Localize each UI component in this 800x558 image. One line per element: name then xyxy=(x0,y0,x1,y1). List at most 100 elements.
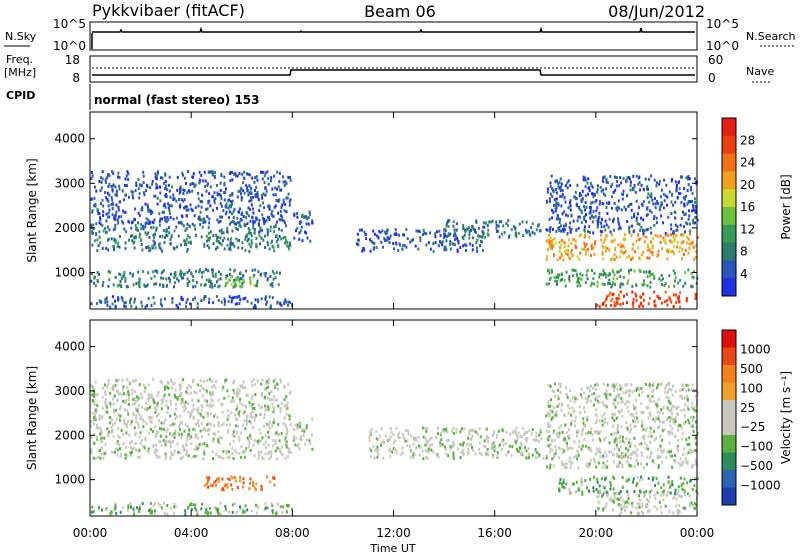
power-scatter-cell xyxy=(599,229,602,233)
power-scatter-cell xyxy=(477,226,480,230)
velocity-scatter-cell xyxy=(289,423,292,426)
velocity-scatter-cell xyxy=(106,431,109,435)
power-scatter-cell xyxy=(251,268,254,272)
power-scatter-cell xyxy=(570,251,573,255)
power-scatter-cell xyxy=(560,182,563,186)
power-scatter-cell xyxy=(632,243,635,246)
power-scatter-cell xyxy=(210,268,213,272)
power-scatter-cell xyxy=(616,208,619,212)
power-scatter-cell xyxy=(217,298,220,302)
velocity-scatter-cell xyxy=(571,406,574,410)
power-scatter-cell xyxy=(682,284,685,288)
power-colorbar-tick: 16 xyxy=(740,200,755,214)
power-scatter-cell xyxy=(151,244,154,248)
velocity-scatter-cell xyxy=(406,439,409,443)
velocity-scatter-cell xyxy=(229,423,232,427)
power-scatter-cell xyxy=(169,238,172,242)
velocity-scatter-cell xyxy=(195,391,198,395)
power-scatter-cell xyxy=(194,183,197,187)
velocity-scatter-cell xyxy=(173,432,176,435)
velocity-scatter-cell xyxy=(586,386,589,390)
power-scatter-cell xyxy=(660,214,663,218)
power-scatter-cell xyxy=(570,248,573,252)
power-scatter-cell xyxy=(111,198,114,202)
velocity-scatter-cell xyxy=(657,464,660,468)
power-scatter-cell xyxy=(266,233,269,237)
velocity-scatter-cell xyxy=(301,428,304,432)
velocity-scatter-cell xyxy=(571,396,574,400)
power-scatter-cell xyxy=(96,208,99,212)
power-scatter-cell xyxy=(242,278,245,282)
power-scatter-cell xyxy=(247,227,250,230)
velocity-scatter-cell xyxy=(579,411,582,415)
velocity-scatter-cell xyxy=(553,439,556,443)
velocity-scatter-cell xyxy=(627,389,630,393)
power-scatter-cell xyxy=(392,242,395,245)
power-scatter-cell xyxy=(308,210,311,214)
power-scatter-cell xyxy=(687,251,690,255)
velocity-scatter-cell xyxy=(140,392,143,396)
power-scatter-cell xyxy=(591,185,594,189)
velocity-scatter-cell xyxy=(147,447,150,451)
power-scatter-cell xyxy=(476,238,479,242)
velocity-scatter-cell xyxy=(669,387,672,391)
velocity-scatter-cell xyxy=(675,497,678,501)
power-scatter-cell xyxy=(208,192,211,196)
velocity-scatter-cell xyxy=(169,457,172,460)
velocity-scatter-cell xyxy=(156,402,159,406)
velocity-scatter-cell xyxy=(674,419,677,423)
power-scatter-cell xyxy=(307,222,310,226)
power-scatter-cell xyxy=(549,246,552,250)
power-scatter-cell xyxy=(601,250,604,254)
power-scatter-cell xyxy=(120,215,123,219)
velocity-colorbar-tick: 1000 xyxy=(740,342,771,356)
velocity-scatter-cell xyxy=(424,427,427,431)
velocity-scatter-cell xyxy=(617,430,619,434)
power-scatter-cell xyxy=(216,236,219,240)
velocity-scatter-cell xyxy=(606,459,609,463)
power-scatter-cell xyxy=(473,229,476,233)
power-scatter-cell xyxy=(552,210,555,214)
velocity-scatter-cell xyxy=(669,485,671,489)
power-scatter-cell xyxy=(212,301,214,305)
power-scatter-cell xyxy=(646,196,649,200)
velocity-scatter-cell xyxy=(275,457,278,461)
velocity-scatter-cell xyxy=(94,408,97,412)
velocity-scatter-cell xyxy=(294,423,297,427)
power-scatter-cell xyxy=(115,210,118,214)
velocity-scatter-cell xyxy=(382,456,385,460)
power-scatter-cell xyxy=(113,248,115,252)
velocity-scatter-cell xyxy=(426,442,429,446)
velocity-scatter-cell xyxy=(269,480,272,484)
power-scatter-cell xyxy=(658,182,661,186)
power-scatter-cell xyxy=(233,172,236,176)
velocity-scatter-cell xyxy=(418,453,421,457)
velocity-scatter-cell xyxy=(569,446,572,450)
velocity-scatter-cell xyxy=(539,428,542,432)
velocity-scatter-cell xyxy=(267,435,270,439)
power-scatter-cell xyxy=(114,239,117,243)
power-scatter-cell xyxy=(184,240,187,244)
power-scatter-cell xyxy=(611,284,614,287)
power-scatter-cell xyxy=(574,246,577,250)
velocity-scatter-cell xyxy=(208,377,211,381)
velocity-scatter-cell xyxy=(163,427,166,431)
velocity-scatter-cell xyxy=(123,392,125,396)
power-scatter-cell xyxy=(179,269,182,273)
power-scatter-cell xyxy=(629,188,632,192)
power-scatter-cell xyxy=(546,187,549,191)
velocity-scatter-cell xyxy=(636,501,639,505)
power-scatter-cell xyxy=(270,176,273,180)
velocity-scatter-cell xyxy=(627,410,630,414)
power-scatter-cell xyxy=(124,247,127,250)
velocity-scatter-cell xyxy=(228,478,231,482)
power-scatter-cell xyxy=(231,178,234,182)
power-scatter-cell xyxy=(513,225,515,229)
velocity-scatter-cell xyxy=(166,410,169,414)
power-scatter-cell xyxy=(156,202,159,206)
velocity-scatter-cell xyxy=(239,505,241,509)
velocity-scatter-cell xyxy=(587,431,590,435)
power-scatter-cell xyxy=(185,208,188,212)
power-scatter-cell xyxy=(243,170,246,174)
velocity-scatter-cell xyxy=(156,455,159,459)
